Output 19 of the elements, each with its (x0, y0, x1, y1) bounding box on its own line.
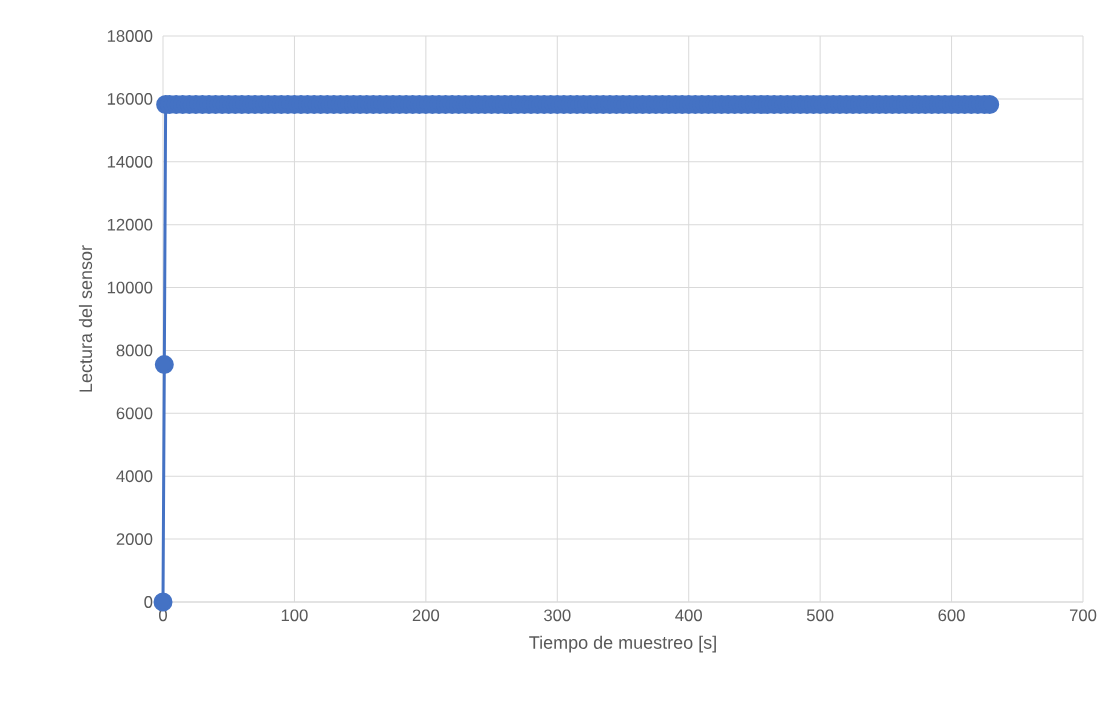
x-axis-title: Tiempo de muestreo [s] (529, 635, 716, 653)
y-tick-label: 14000 (107, 155, 153, 168)
y-axis-title: Lectura del sensor (78, 245, 93, 392)
x-tick-label: 200 (412, 609, 440, 622)
y-tick-label: 6000 (116, 407, 153, 420)
x-tick-label: 400 (675, 609, 702, 622)
y-tick-label: 2000 (116, 533, 153, 546)
x-tick-label: 600 (938, 609, 965, 622)
x-tick-label: 700 (1069, 609, 1097, 622)
y-tick-label: 0 (144, 596, 153, 608)
y-tick-label: 10000 (107, 281, 153, 294)
x-tick-label: 100 (281, 609, 308, 622)
x-tick-label: 300 (544, 609, 571, 622)
y-tick-label: 16000 (107, 93, 153, 105)
y-tick-label: 18000 (107, 30, 153, 42)
y-tick-label: 12000 (107, 218, 153, 231)
y-tick-label: 8000 (116, 344, 153, 357)
y-tick-label: 4000 (116, 470, 153, 483)
x-tick-label: 500 (806, 609, 834, 622)
